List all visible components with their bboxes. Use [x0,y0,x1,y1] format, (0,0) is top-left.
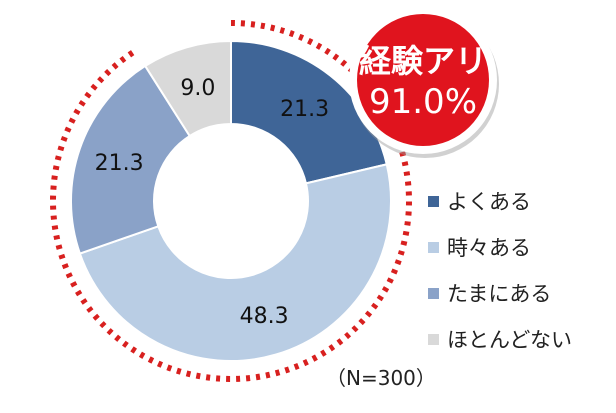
sample-size-label: （N=300） [326,366,436,390]
donut-segment-hotondo [143,39,232,138]
donut-segment-tamani [70,64,192,255]
data-label-tamani: 21.3 [95,151,144,176]
legend-swatch-tamani [428,287,439,299]
donut-segment-yoku [230,39,388,185]
data-label-hotondo: 9.0 [180,76,215,101]
legend-label-yoku: よくある [447,190,531,214]
badge-title: 経験アリ [359,42,487,80]
data-label-tokidoki: 48.3 [240,304,289,329]
donut-segment-tokidoki [78,163,392,362]
legend-item-yoku: よくある [428,186,572,216]
legend-label-tokidoki: 時々ある [447,236,531,260]
data-label-yoku: 21.3 [280,97,329,122]
legend-item-tokidoki: 時々ある [428,232,572,262]
legend-label-hotondo: ほとんどない [447,328,572,352]
chart-legend: よくある 時々ある たまにある ほとんどない [428,186,572,370]
legend-swatch-hotondo [428,333,439,345]
legend-item-hotondo: ほとんどない [428,324,572,354]
legend-item-tamani: たまにある [428,278,572,308]
legend-label-tamani: たまにある [447,282,552,306]
badge-circle [357,14,489,146]
legend-swatch-tokidoki [428,241,439,253]
legend-swatch-yoku [428,195,439,207]
badge-value: 91.0% [369,82,477,122]
